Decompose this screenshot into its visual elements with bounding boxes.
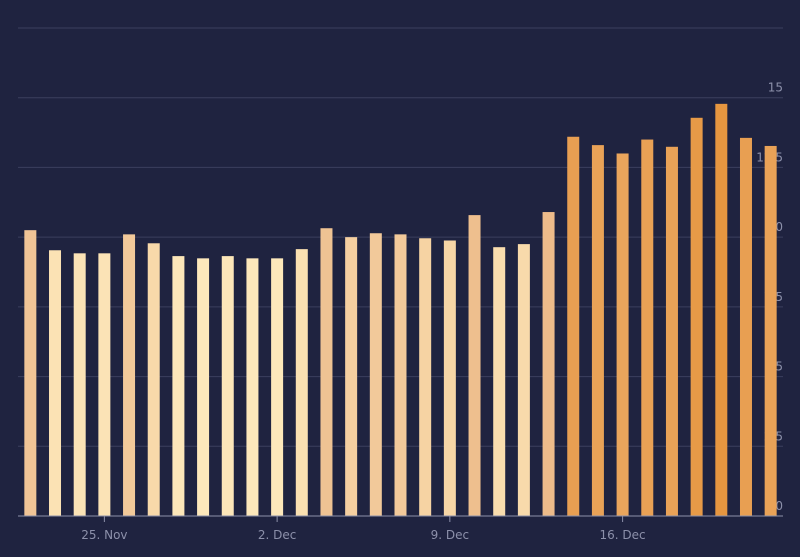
bar [715,103,728,516]
bar [147,243,160,516]
bar [320,228,333,516]
bar [443,240,456,516]
bar [172,256,185,516]
bar [468,215,481,516]
bar [542,212,555,516]
bar [73,253,86,516]
bar [246,258,259,516]
bar [123,234,136,516]
bar [419,238,432,516]
bar [197,258,210,516]
bar [24,230,37,516]
bar [616,153,629,516]
bar [690,117,703,517]
bar [369,233,382,516]
x-tick-label: 16. Dec [600,528,646,542]
x-tick-label: 2. Dec [258,528,296,542]
bar [345,237,358,516]
bar [517,244,530,516]
x-tick-label: 25. Nov [81,528,127,542]
bar [49,250,62,516]
y-tick-label: 15 [768,81,783,95]
bar [567,136,580,517]
bar [271,258,284,516]
bar [739,137,752,516]
bar [221,256,234,516]
bar [641,139,654,517]
x-tick-label: 9. Dec [431,528,469,542]
bar [665,146,678,516]
bar [295,249,308,516]
bar [764,145,777,516]
y-tick-label: 5 [775,360,783,374]
bar [493,247,506,517]
y-tick-label: 0 [775,499,783,513]
bar [98,253,111,516]
bar [394,234,407,516]
bar [591,145,604,516]
